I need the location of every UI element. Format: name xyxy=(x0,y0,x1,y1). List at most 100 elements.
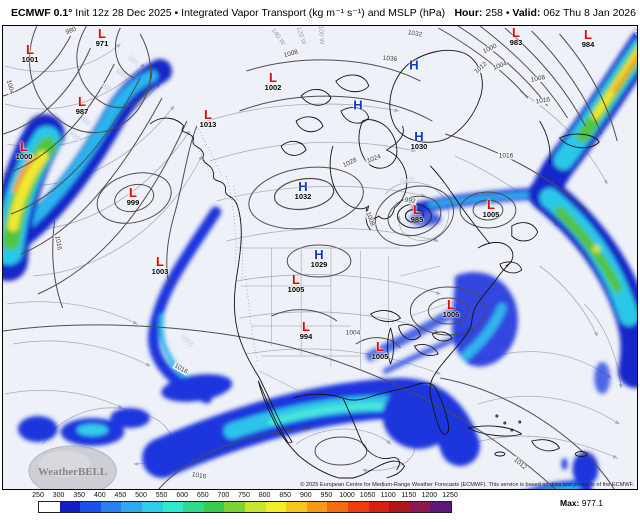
borders-layer xyxy=(237,247,456,393)
isobar-label: 1004 xyxy=(491,59,509,73)
colorbar-segment xyxy=(347,502,369,512)
isobar-label: 996 xyxy=(78,114,92,128)
isobar-label: 1024 xyxy=(365,152,383,166)
isobar-label: 980 xyxy=(63,25,79,37)
model-name: ECMWF 0.1° xyxy=(11,6,73,19)
colorbar-segment xyxy=(327,502,348,512)
pressure-center-l: L 1001 xyxy=(21,41,39,64)
colorbar xyxy=(38,501,452,513)
isobar-label: 1012 xyxy=(511,455,529,473)
title-bar: ECMWF 0.1° Init 12z 28 Dec 2025 • Integr… xyxy=(0,0,640,25)
init-time: Init 12z 28 Dec 2025 xyxy=(75,6,172,19)
colorbar-segment xyxy=(224,502,245,512)
colorbar-tick: 1200 xyxy=(421,492,438,499)
map-canvas: WeatherBELL xyxy=(3,26,637,489)
map-panel: WeatherBELL L 1001 L 971 L 987 L 1000 L 1013 L 999 L… xyxy=(2,25,638,490)
graticule-label: 140 W xyxy=(269,27,287,47)
colorbar-tick: 1150 xyxy=(401,492,417,499)
terrain-layer xyxy=(186,125,258,362)
colorbar-tick: 450 xyxy=(114,492,127,499)
colorbar-segment xyxy=(306,502,328,512)
colorbar-segment xyxy=(100,502,122,512)
hour-label: Hour: xyxy=(454,6,483,19)
pressure-center-h: H 1029 xyxy=(310,246,328,269)
colorbar-tick: 1000 xyxy=(339,492,355,499)
colorbar-tick: 300 xyxy=(52,492,65,499)
map-annotations: L 1001 L 971 L 987 L 1000 L 1013 L 999 L 1003 L 1002 H H H… xyxy=(3,25,637,489)
colorbar-tick: 500 xyxy=(135,492,147,499)
valid-label: Valid: xyxy=(512,6,541,19)
colorbar-tick: 600 xyxy=(176,492,189,499)
isobar-label: 1016 xyxy=(172,361,190,377)
colorbar-segment xyxy=(141,502,163,512)
colorbar-segment xyxy=(121,502,142,512)
pressure-center-l: L 983 xyxy=(509,25,523,47)
colorbar-segment xyxy=(368,502,390,512)
colorbar-segment xyxy=(409,502,431,512)
isobars-layer xyxy=(3,26,618,489)
isobar-label: 1004 xyxy=(400,175,416,187)
max-label: Max: xyxy=(560,498,580,508)
legend-bar: 250 300 350 400 450 500 550 600 650 700 750 800 850 9… xyxy=(0,490,640,525)
isobar-label: 1004 xyxy=(4,78,16,96)
colorbar-segment xyxy=(265,502,287,512)
colorbar-tick: 250 xyxy=(32,492,44,499)
colorbar-tick: 650 xyxy=(196,492,209,499)
valid-value: 06z Thu 8 Jan 2026 xyxy=(543,6,636,19)
max-value-readout: Max: 977.1 xyxy=(560,498,603,508)
isobar-label: 984 xyxy=(126,54,140,68)
pressure-center-l: L 971 xyxy=(95,25,109,48)
colorbar-tick: 550 xyxy=(155,492,168,499)
colorbar-segment xyxy=(286,502,307,512)
pressure-center-l: L 1000 xyxy=(15,138,33,161)
separator-dot: • xyxy=(174,6,179,19)
isobar-label: 988 xyxy=(99,81,113,94)
pressure-center-l: L 1005 xyxy=(287,271,305,294)
isobar-label: 992 xyxy=(114,67,128,80)
product-name: Integrated Vapor Transport (kg m⁻¹ s⁻¹) … xyxy=(181,6,446,19)
colorbar-segment xyxy=(59,502,81,512)
hour-value: 258 xyxy=(485,6,503,19)
isobar-label: 1012 xyxy=(179,333,195,349)
pressure-center-l: L 985 xyxy=(410,201,424,224)
pressure-center-h: H xyxy=(353,97,363,113)
pressure-center-l: L 1002 xyxy=(264,69,282,92)
isobar-label: 1036 xyxy=(381,54,399,64)
max-value: 977.1 xyxy=(581,498,604,508)
colorbar-segment xyxy=(183,502,204,512)
valid-time-group: Hour: 258 • Valid: 06z Thu 8 Jan 2026 xyxy=(454,7,640,19)
isobar-label: 1000 xyxy=(66,128,82,144)
pressure-center-h: H 1032 xyxy=(294,178,312,201)
pressure-center-l: L 1005 xyxy=(371,338,389,361)
isobar-label: 1012 xyxy=(472,59,490,77)
isobar-label: 1008 xyxy=(529,73,547,85)
pressure-center-l: L 1005 xyxy=(482,196,500,219)
colorbar-tick: 700 xyxy=(217,492,230,499)
isobar-label: 1032 xyxy=(406,29,424,39)
colorbar-segment xyxy=(39,502,60,512)
separator-dot2: • xyxy=(505,6,510,19)
pressure-center-l: L 999 xyxy=(126,184,140,207)
isobar-label: 1000 xyxy=(481,42,499,56)
product-title: ECMWF 0.1° Init 12z 28 Dec 2025 • Integr… xyxy=(0,7,445,19)
colorbar-tick: 400 xyxy=(93,492,106,499)
pressure-center-l: L 1003 xyxy=(151,253,169,276)
svg-text:WeatherBELL: WeatherBELL xyxy=(38,466,107,478)
isobar-label: 1016 xyxy=(53,234,63,252)
graticule-label: 120 W xyxy=(294,25,308,47)
colorbar-segment xyxy=(203,502,225,512)
colorbar-tick: 750 xyxy=(238,492,250,499)
isobar-label: 1028 xyxy=(341,156,359,170)
isobar-label: 992 xyxy=(403,196,417,206)
isobar-label: 1004 xyxy=(344,329,362,337)
colorbar-segment xyxy=(430,502,451,512)
pressure-center-l: L 984 xyxy=(581,26,595,49)
pressure-center-h: H xyxy=(409,57,419,73)
colorbar-tick: 1100 xyxy=(380,492,396,499)
colorbar-tick: 850 xyxy=(279,492,292,499)
colorbar-tick: 1250 xyxy=(442,492,458,499)
isobar-label: 1016 xyxy=(534,96,552,106)
isobar-label: 1008 xyxy=(363,210,377,228)
pressure-center-l: L 1013 xyxy=(199,106,217,129)
